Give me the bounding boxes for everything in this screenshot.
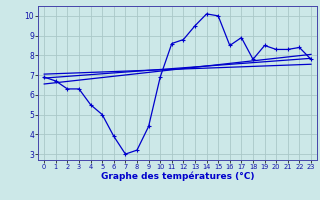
X-axis label: Graphe des températures (°C): Graphe des températures (°C): [101, 172, 254, 181]
